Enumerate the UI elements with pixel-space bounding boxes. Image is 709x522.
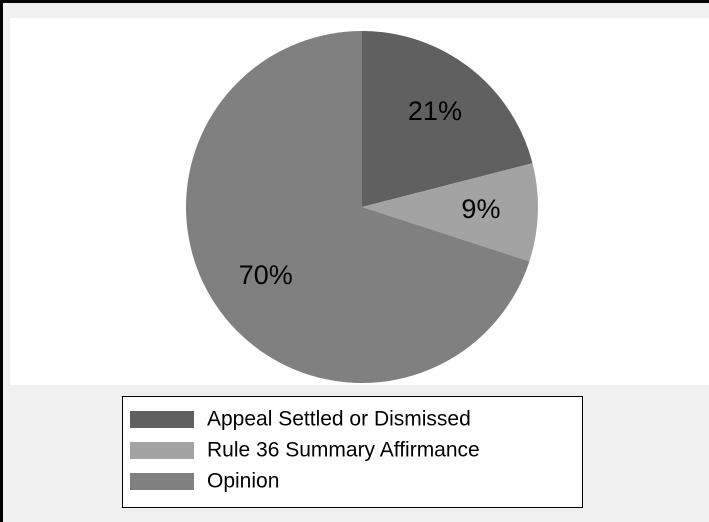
legend-swatch (130, 411, 194, 428)
legend-swatch (130, 442, 194, 459)
legend-label: Rule 36 Summary Affirmance (207, 439, 480, 462)
pie-slice (186, 31, 530, 383)
data-label: 9% (461, 194, 500, 224)
legend-swatch (130, 473, 194, 490)
data-label: 21% (408, 96, 462, 126)
pie: 21% 9% 70% (186, 31, 538, 383)
legend-label: Appeal Settled or Dismissed (207, 408, 471, 431)
legend-box (122, 396, 583, 508)
pie-slice (362, 163, 538, 262)
pie-slice (362, 31, 533, 207)
data-label: 70% (239, 260, 293, 290)
legend-label: Opinion (207, 470, 279, 493)
legend: Appeal Settled or Dismissed Rule 36 Summa… (130, 408, 480, 493)
